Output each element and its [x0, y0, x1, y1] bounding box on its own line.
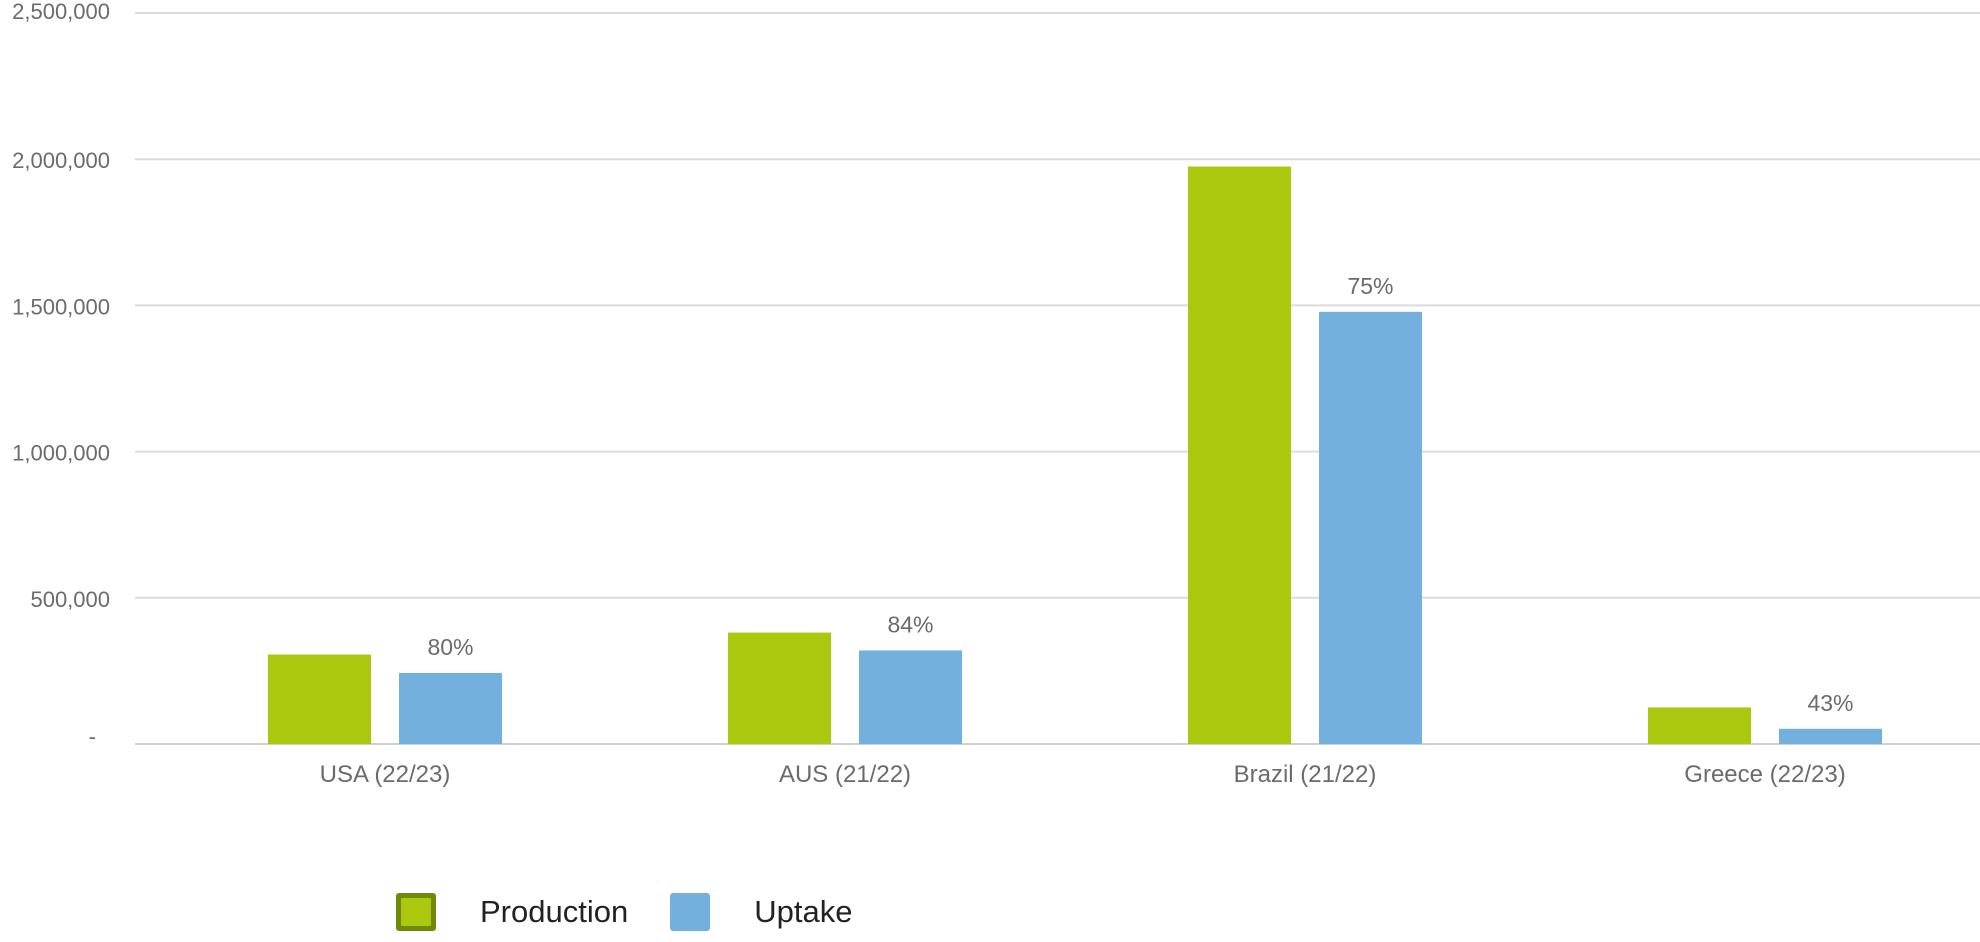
y-tick-label: 2,500,000	[12, 0, 110, 24]
legend-item-production: Production	[396, 893, 628, 931]
y-tick-label: 1,500,000	[12, 294, 110, 319]
uptake-swatch-icon	[670, 893, 711, 931]
data-labels: 80% 84% 75% 43%	[427, 273, 1853, 716]
data-label: 75%	[1347, 273, 1393, 299]
y-axis-tick-labels: - 500,000 1,000,000 1,500,000 2,000,000 2,500…	[12, 0, 110, 749]
legend-item-uptake: Uptake	[670, 893, 852, 931]
x-category-label: Greece (22/23)	[1684, 761, 1845, 788]
x-category-label: AUS (21/22)	[779, 761, 911, 788]
data-label: 43%	[1807, 690, 1853, 716]
y-tick-label: -	[89, 724, 96, 749]
legend-label-uptake: Uptake	[754, 894, 853, 929]
gridlines	[135, 12, 1980, 745]
x-category-label: USA (22/23)	[320, 761, 451, 788]
legend: Production Uptake	[396, 893, 894, 931]
bar-production	[1188, 166, 1291, 744]
x-axis-category-labels: USA (22/23) AUS (21/22) Brazil (21/22) Gree…	[320, 761, 1846, 788]
data-label: 80%	[427, 634, 473, 660]
data-label: 84%	[887, 611, 933, 637]
production-swatch-icon	[396, 893, 436, 931]
bar-production	[728, 632, 831, 744]
bar-production	[1648, 707, 1751, 744]
y-tick-label: 500,000	[30, 587, 110, 612]
y-tick-label: 1,000,000	[12, 441, 110, 466]
bar-uptake	[399, 672, 502, 744]
x-category-label: Brazil (21/22)	[1234, 761, 1377, 788]
bars	[268, 166, 1882, 744]
bar-uptake	[1779, 728, 1882, 744]
bar-production	[268, 654, 371, 744]
y-tick-label: 2,000,000	[12, 148, 110, 173]
bar-uptake	[859, 650, 962, 744]
bar-uptake	[1319, 311, 1422, 744]
bar-chart: - 500,000 1,000,000 1,500,000 2,000,000 2,500…	[12, 0, 1980, 788]
legend-label-production: Production	[480, 894, 629, 929]
